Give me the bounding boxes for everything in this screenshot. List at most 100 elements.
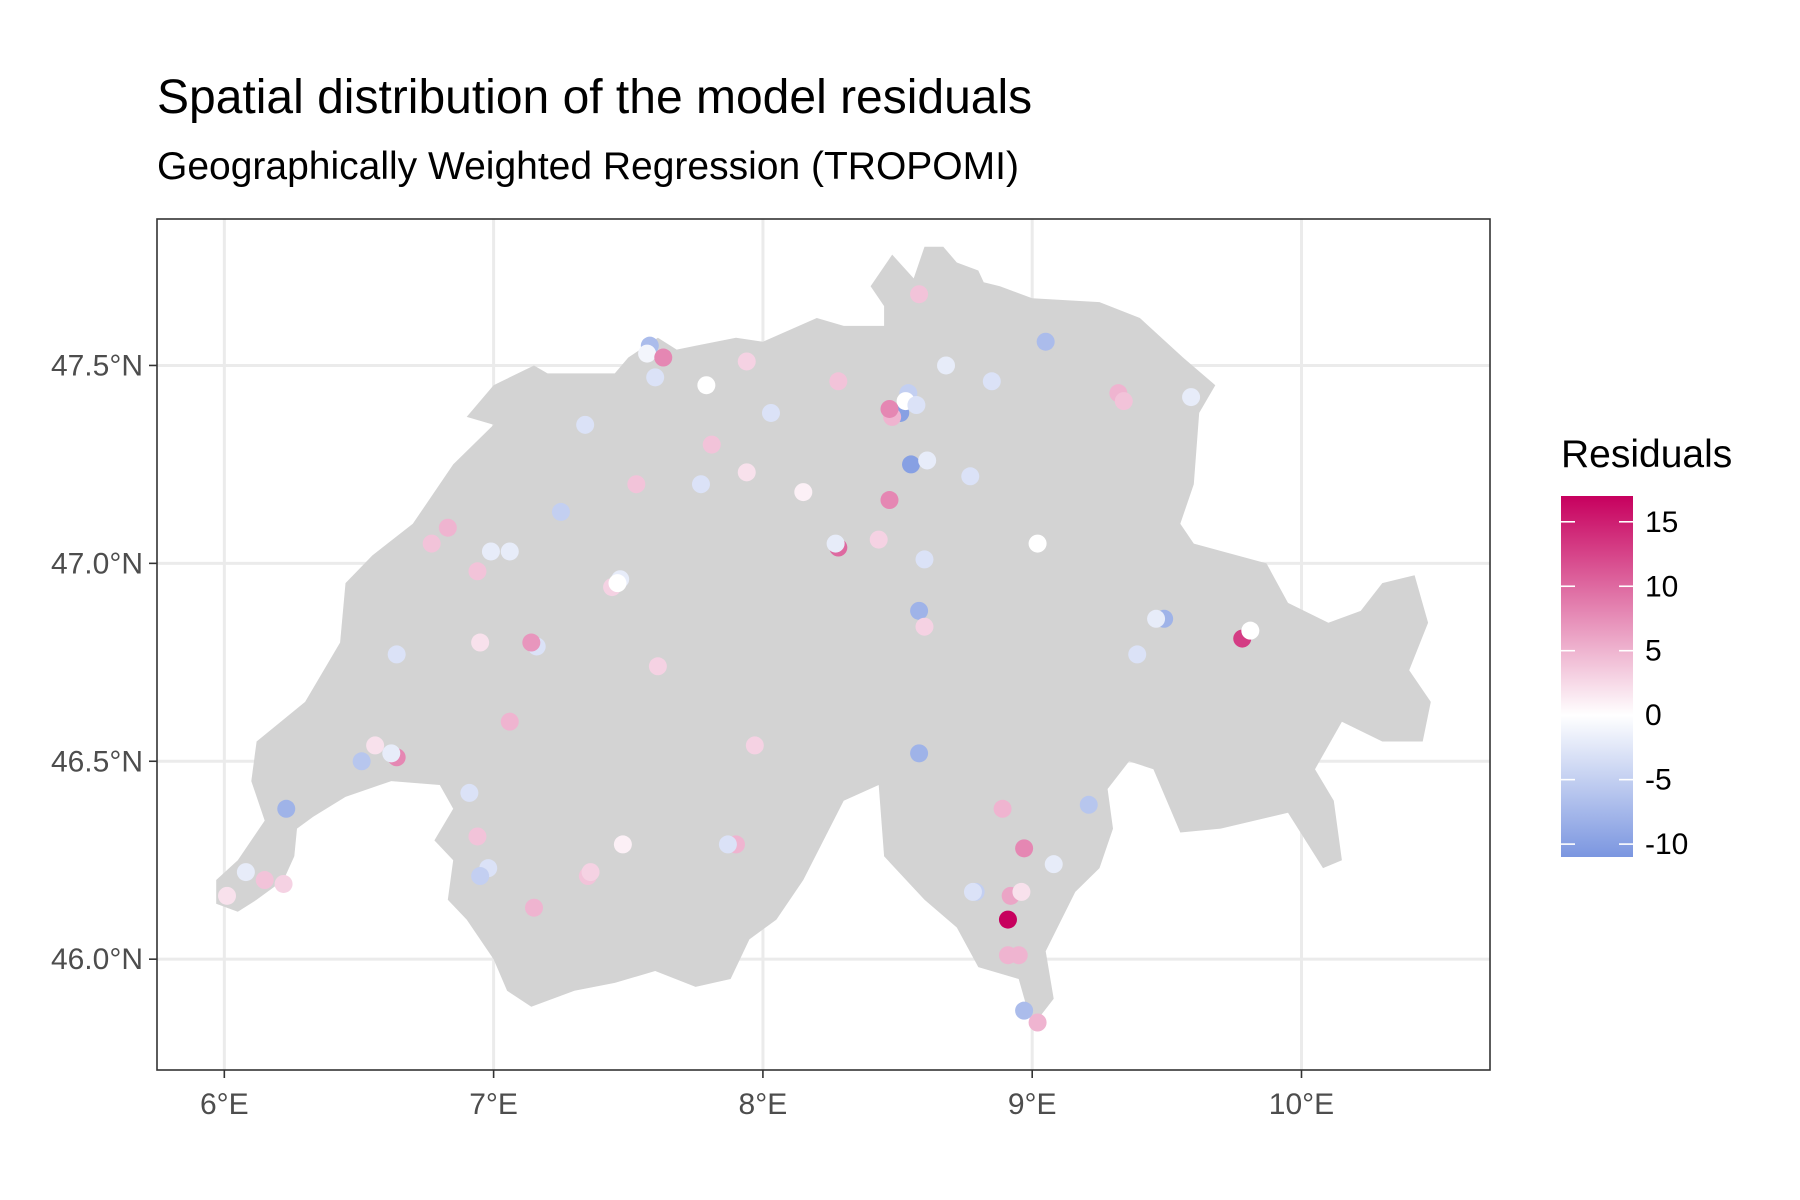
legend-tick-label: 5 — [1645, 635, 1662, 668]
residual-point — [697, 376, 716, 395]
legend-tick-label: -10 — [1645, 828, 1688, 861]
residual-point — [915, 617, 934, 636]
residual-point — [648, 657, 667, 676]
residual-point — [1044, 855, 1063, 874]
y-tick-label: 47.5°N — [51, 349, 143, 382]
residual-point — [460, 783, 479, 802]
legend-colorbar — [1561, 496, 1633, 857]
residual-point — [902, 455, 921, 474]
residual-point — [438, 518, 457, 537]
residual-point — [422, 534, 441, 553]
residual-point — [915, 550, 934, 569]
residual-point — [646, 368, 665, 387]
residual-point — [1015, 1001, 1034, 1020]
plot-panel-border — [156, 218, 1491, 1071]
residual-point — [880, 491, 899, 510]
x-tick-label: 8°E — [739, 1088, 788, 1121]
residual-point — [1036, 332, 1055, 351]
residual-point — [352, 752, 371, 771]
residual-point — [829, 372, 848, 391]
residual-point — [387, 645, 406, 664]
residual-point — [1147, 609, 1166, 628]
residual-point — [481, 542, 500, 561]
residual-point — [274, 874, 293, 893]
legend-tick-label: 15 — [1645, 506, 1678, 539]
residual-point — [468, 827, 487, 846]
legend-tick-label: 0 — [1645, 699, 1662, 732]
residual-point — [500, 542, 519, 561]
legend-tick-label: -5 — [1645, 764, 1672, 797]
residual-point — [1079, 795, 1098, 814]
x-tick-label: 6°E — [200, 1088, 249, 1121]
residual-point — [737, 352, 756, 371]
residual-point — [745, 736, 764, 755]
residual-point — [1009, 946, 1028, 965]
legend-title: Residuals — [1561, 433, 1732, 476]
residual-point — [998, 910, 1017, 929]
y-tick-label: 46.5°N — [51, 745, 143, 778]
y-tick-label: 46.0°N — [51, 943, 143, 976]
residual-point — [627, 475, 646, 494]
residual-point — [471, 633, 490, 652]
residual-points — [218, 285, 1260, 1032]
residual-point — [581, 863, 600, 882]
residual-point — [691, 475, 710, 494]
residual-point — [471, 867, 490, 886]
residual-point — [918, 451, 937, 470]
residual-point — [993, 799, 1012, 818]
residual-point — [910, 285, 929, 304]
residual-point — [608, 574, 627, 593]
residual-point — [551, 502, 570, 521]
residual-point — [826, 534, 845, 553]
residual-point — [236, 863, 255, 882]
y-axis: 46.0°N 46.5°N 47.0°N 47.5°N — [51, 349, 157, 976]
switzerland-shape — [216, 246, 1431, 1027]
y-tick-label: 47.0°N — [51, 547, 143, 580]
residual-point — [910, 744, 929, 763]
residual-point — [963, 882, 982, 901]
residual-point — [382, 744, 401, 763]
residual-point — [1015, 839, 1034, 858]
residual-point — [1012, 882, 1031, 901]
residual-point — [1241, 621, 1260, 640]
residual-point — [613, 835, 632, 854]
residual-point — [1182, 388, 1201, 407]
residual-point — [880, 399, 899, 418]
residual-point — [525, 898, 544, 917]
residual-point — [910, 601, 929, 620]
residual-point — [869, 530, 888, 549]
chart-title: Spatial distribution of the model residu… — [157, 71, 1033, 124]
x-tick-label: 9°E — [1008, 1088, 1057, 1121]
country-shape — [216, 246, 1431, 1027]
legend: Residuals 15 10 5 0 -5 -10 — [1561, 433, 1732, 861]
residual-point — [654, 348, 673, 367]
residual-point — [702, 435, 721, 454]
residual-point — [794, 483, 813, 502]
residual-point — [761, 403, 780, 422]
legend-ticks: 15 10 5 0 -5 -10 — [1561, 506, 1688, 861]
residual-point — [638, 344, 657, 363]
legend-tick-label: 10 — [1645, 570, 1678, 603]
chart-subtitle: Geographically Weighted Regression (TROP… — [157, 145, 1019, 188]
x-tick-label: 10°E — [1269, 1088, 1334, 1121]
residual-point — [961, 467, 980, 486]
x-tick-label: 7°E — [469, 1088, 518, 1121]
residual-point — [1114, 392, 1133, 411]
residual-point — [522, 633, 541, 652]
x-axis: 6°E 7°E 8°E 9°E 10°E — [200, 1070, 1334, 1121]
residual-point — [1028, 1013, 1047, 1032]
residual-point — [576, 415, 595, 434]
residual-point — [937, 356, 956, 375]
residual-point — [255, 871, 274, 890]
residual-point — [982, 372, 1001, 391]
residual-point — [468, 562, 487, 581]
residual-point — [1028, 534, 1047, 553]
residual-point — [907, 396, 926, 415]
residual-point — [737, 463, 756, 482]
residual-point — [366, 736, 385, 755]
residual-point — [718, 835, 737, 854]
residual-point — [500, 712, 519, 731]
residual-point — [1128, 645, 1147, 664]
residual-point — [218, 886, 237, 905]
